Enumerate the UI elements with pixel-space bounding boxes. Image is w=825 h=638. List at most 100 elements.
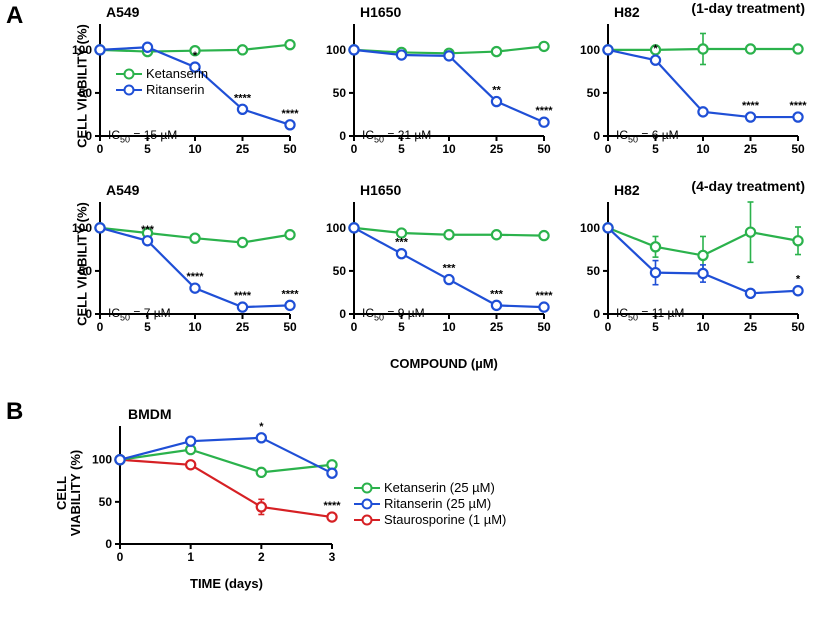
svg-text:*: * [193,50,198,62]
svg-text:5: 5 [144,142,151,156]
svg-text:50: 50 [283,320,297,334]
svg-text:***: *** [141,224,155,236]
svg-text:****: **** [281,108,299,120]
svg-text:3: 3 [329,550,336,564]
svg-text:**: ** [492,85,501,97]
svg-text:****: **** [234,92,252,104]
legend-label-ket: Ketanserin [146,66,208,81]
svg-text:0: 0 [605,320,612,334]
legend-marker-ket [116,68,142,80]
svg-text:0: 0 [351,142,358,156]
svg-text:100: 100 [326,221,346,235]
svg-text:100: 100 [580,43,600,57]
chart-bmdm: 0501000123*****BMDMCELLVIABILITY (%)TIME… [70,408,338,578]
svg-text:0: 0 [351,320,358,334]
svg-text:25: 25 [744,142,758,156]
svg-text:25: 25 [236,320,250,334]
svg-text:****: **** [742,100,760,112]
svg-text:****: **** [234,290,252,302]
legend-item-b-sta: Staurosporine (1 µM) [354,512,506,527]
chart-a549-4d: 05010005102550***************A549IC50 = … [56,184,296,344]
chart-h1650-1d: 05010005102550******H1650IC50 = 21 µM [310,6,550,166]
legend-item-b-rit: Ritanserin (25 µM) [354,496,506,511]
x-axis-label-a: COMPOUND (µM) [390,356,498,371]
svg-text:0: 0 [593,129,600,143]
svg-text:50: 50 [99,495,113,509]
chart-h82-4d: 05010005102550*H82IC50 = 11 µM [564,184,804,344]
row-label-4d: (4-day treatment) [691,178,805,194]
ic50-label: IC50 = 11 µM [616,306,684,322]
svg-text:50: 50 [333,86,347,100]
chart-title: H82 [614,4,640,20]
legend-marker-b-rit [354,498,380,510]
svg-text:2: 2 [258,550,265,564]
svg-text:50: 50 [537,142,551,156]
svg-text:100: 100 [92,453,112,467]
svg-text:5: 5 [398,320,405,334]
ic50-label: IC50 = 6 µM [616,128,679,144]
legend-label-rit: Ritanserin [146,82,205,97]
svg-text:*: * [653,43,658,55]
legend-label-b-ket: Ketanserin (25 µM) [384,480,495,495]
ic50-label: IC50 = 7 µM [108,306,171,322]
legend-marker-b-ket [354,482,380,494]
chart-title: A549 [106,182,139,198]
legend-marker-b-sta [354,514,380,526]
x-axis-label-b: TIME (days) [190,576,263,591]
svg-text:****: **** [789,100,807,112]
svg-text:50: 50 [587,264,601,278]
chart-h82-1d: 05010005102550*********H82IC50 = 6 µM [564,6,804,166]
ic50-label: IC50 = 15 µM [108,128,177,144]
svg-text:25: 25 [490,142,504,156]
svg-text:25: 25 [490,320,504,334]
svg-text:10: 10 [442,320,456,334]
legend-item-b-ket: Ketanserin (25 µM) [354,480,506,495]
svg-text:10: 10 [696,320,710,334]
legend-b: Ketanserin (25 µM) Ritanserin (25 µM) St… [354,480,506,528]
y-axis-label-b: CELLVIABILITY (%) [55,450,84,536]
ic50-label: IC50 = 9 µM [362,306,425,322]
y-axis-label: CELL VIABILITY (%) [74,202,89,326]
row-label-1d: (1-day treatment) [691,0,805,16]
svg-text:0: 0 [605,142,612,156]
svg-text:****: **** [281,288,299,300]
y-axis-label: CELL VIABILITY (%) [74,24,89,148]
svg-text:***: *** [443,263,457,275]
svg-text:0: 0 [339,129,346,143]
svg-text:50: 50 [537,320,551,334]
legend-label-b-sta: Staurosporine (1 µM) [384,512,506,527]
chart-title: H82 [614,182,640,198]
svg-text:0: 0 [593,307,600,321]
svg-text:50: 50 [283,142,297,156]
legend-marker-rit [116,84,142,96]
svg-text:100: 100 [580,221,600,235]
svg-text:0: 0 [105,537,112,551]
svg-text:50: 50 [333,264,347,278]
svg-text:****: **** [186,271,204,283]
legend-item-ketanserin: Ketanserin [116,66,208,81]
chart-title: H1650 [360,182,401,198]
svg-text:***: *** [395,237,409,249]
svg-text:****: **** [323,500,341,512]
svg-text:*: * [259,421,264,433]
svg-text:5: 5 [652,142,659,156]
legend-item-ritanserin: Ritanserin [116,82,208,97]
svg-text:10: 10 [442,142,456,156]
svg-text:0: 0 [97,320,104,334]
chart-title: A549 [106,4,139,20]
svg-text:25: 25 [744,320,758,334]
panel-letter-b: B [6,398,23,426]
panel-letter-a: A [6,2,23,30]
svg-text:5: 5 [652,320,659,334]
svg-text:****: **** [535,290,553,302]
chart-title-bmdm: BMDM [128,406,172,422]
svg-text:****: **** [535,105,553,117]
svg-text:10: 10 [188,320,202,334]
svg-text:10: 10 [188,142,202,156]
svg-text:0: 0 [339,307,346,321]
svg-text:5: 5 [398,142,405,156]
ic50-label: IC50 = 21 µM [362,128,431,144]
svg-text:10: 10 [696,142,710,156]
chart-title: H1650 [360,4,401,20]
chart-row-2: 05010005102550***************A549IC50 = … [56,184,816,344]
